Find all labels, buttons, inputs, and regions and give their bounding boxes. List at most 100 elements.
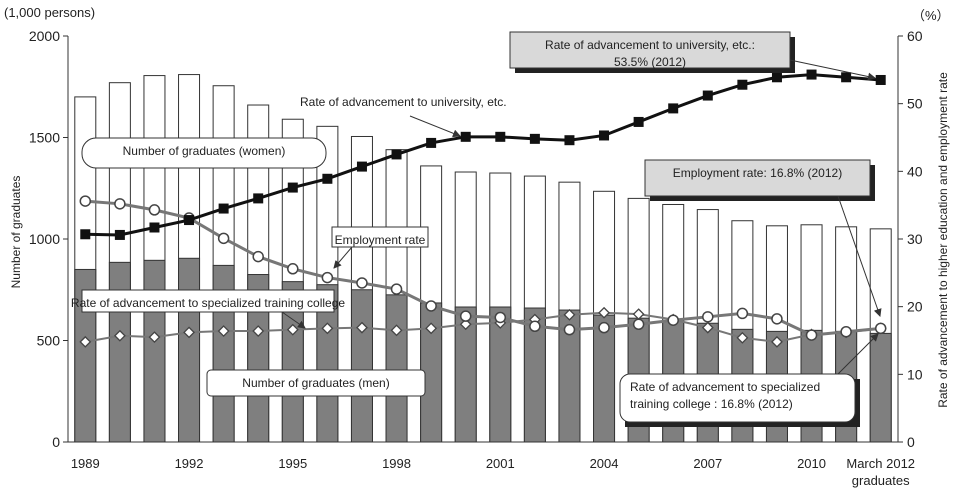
women-label-text: Number of graduates (women) (123, 144, 286, 158)
employment-rate-point (529, 320, 541, 333)
left-unit-label: (1,000 persons) (4, 5, 95, 20)
bar-men-1994 (247, 274, 270, 443)
employment-rate-point (736, 307, 749, 320)
university-callout: Rate of advancement to university, etc.:… (509, 31, 795, 73)
left-axis-title: Number of graduates (9, 176, 23, 289)
university-rate-point (564, 135, 575, 146)
specialized-label-box (81, 289, 335, 313)
employment-rate-point (79, 195, 92, 207)
employment-callout-box (644, 159, 871, 197)
x-tick-label: 2007 (693, 456, 722, 471)
employment-rate-point (287, 263, 299, 275)
bar-men-1990 (108, 261, 131, 443)
x-tick-label: 2010 (797, 456, 826, 471)
university-label-arrow (409, 115, 461, 138)
employment-rate-point (840, 325, 852, 338)
university-rate-point (668, 103, 679, 114)
specialized-rate-point (425, 322, 438, 335)
specialized-rate-point (286, 323, 299, 336)
employment-label-box (331, 226, 429, 248)
employment-rate-point (356, 277, 368, 289)
right-axis-title: Rate of advancement to higher education … (936, 72, 950, 408)
specialized-rate-point (736, 331, 749, 344)
employment-rate-point (390, 283, 403, 295)
university-rate-point (426, 137, 437, 148)
employment-rate-point (494, 311, 507, 324)
x-tick-label: 1989 (71, 456, 100, 471)
right-tick-label: 10 (907, 366, 923, 382)
employment-label-text: Employment rate (335, 233, 426, 247)
university-rate-point (218, 203, 229, 214)
university-rate-point (633, 116, 644, 127)
specialized-rate-point (217, 325, 230, 337)
right-tick-label: 40 (907, 163, 923, 179)
university-rate-point (149, 222, 160, 233)
university-rate-point (356, 161, 367, 172)
x-tick-label: March 2012 (846, 456, 915, 471)
specialized-label: Rate of advancement to specialized train… (71, 289, 345, 313)
bar-men-2001 (489, 306, 512, 443)
university-callout-box (509, 31, 791, 69)
right-tick-label: 50 (907, 96, 923, 112)
right-tick-label: 30 (907, 231, 923, 247)
employment-rate-point (805, 329, 818, 341)
right-tick-label: 60 (907, 28, 923, 44)
bar-men-2004 (593, 314, 616, 443)
employment-label-arrow (333, 246, 353, 269)
specialized-callout: Rate of advancement to specialized traini… (619, 373, 860, 427)
men-label-box (206, 369, 426, 397)
specialized-rate-point (459, 318, 472, 331)
university-callout-text: Rate of advancement to university, etc.: (545, 38, 755, 52)
left-tick-label: 1000 (29, 231, 60, 247)
women-label-box (81, 137, 327, 169)
specialized-rate-line (85, 311, 881, 343)
employment-rate-point (321, 271, 334, 284)
employment-rate-point (874, 322, 887, 335)
specialized-rate-point (771, 335, 783, 348)
university-callout-text: 53.5% (2012) (614, 55, 686, 69)
specialized-rate-point (321, 322, 334, 335)
employment-callout-text: Employment rate: 16.8% (2012) (673, 166, 842, 180)
specialized-rate-point (183, 326, 195, 339)
specialized-rate-point (390, 324, 403, 337)
bar-men-1998 (385, 294, 408, 443)
specialized-rate-point (148, 331, 161, 344)
university-rate-point (114, 229, 125, 240)
employment-rate-point (702, 311, 714, 323)
specialized-rate-point (252, 325, 265, 337)
university-rate-point (771, 72, 782, 83)
bar-men-1996 (316, 284, 339, 443)
university-callout-arrow (789, 59, 876, 81)
university-rate-point (460, 131, 471, 142)
university-rate-point (287, 182, 298, 193)
university-rate-point (495, 131, 506, 142)
left-tick-label: 0 (52, 434, 60, 450)
bar-men-March 2012 (869, 332, 892, 443)
university-rate-point (184, 215, 195, 226)
x-tick-sublabel: graduates (852, 473, 910, 488)
specialized-rate-point (356, 321, 368, 334)
specialized-label-text: Rate of advancement to specialized train… (71, 296, 345, 310)
employment-rate-point (148, 204, 161, 216)
university-rate-point (599, 130, 610, 141)
specialized-callout-box (619, 373, 856, 423)
employment-rate-point (563, 323, 576, 336)
x-tick-label: 2001 (486, 456, 515, 471)
university-rate-point (841, 72, 852, 83)
employment-rate-point (425, 300, 437, 312)
specialized-rate-point (563, 308, 576, 321)
left-tick-label: 500 (37, 333, 61, 349)
bar-men-1991 (143, 259, 166, 443)
university-rate-point (875, 74, 886, 85)
employment-rate-point (459, 310, 472, 322)
specialized-callout-arrow (837, 333, 879, 375)
left-tick-label: 2000 (29, 28, 60, 44)
university-rate-point (80, 229, 91, 240)
employment-rate-point (667, 314, 679, 326)
specialized-label-arrow (281, 311, 306, 329)
right-tick-label: 20 (907, 299, 923, 315)
x-tick-label: 2004 (590, 456, 619, 471)
employment-rate-point (771, 313, 783, 325)
employment-callout: Employment rate: 16.8% (2012) (644, 159, 875, 201)
